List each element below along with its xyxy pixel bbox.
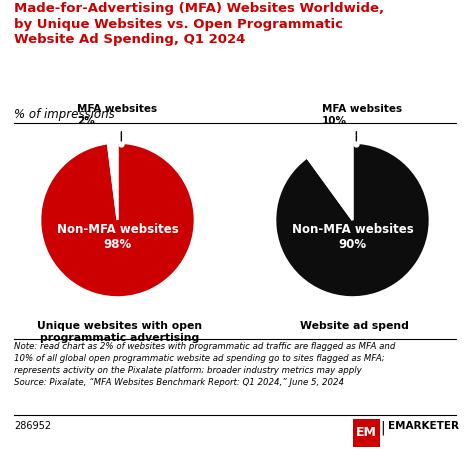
Text: EMARKETER: EMARKETER xyxy=(388,421,459,431)
Text: EM: EM xyxy=(356,427,376,439)
Wedge shape xyxy=(275,143,430,297)
Wedge shape xyxy=(108,143,118,220)
Text: Note: read chart as 2% of websites with programmatic ad traffic are flagged as M: Note: read chart as 2% of websites with … xyxy=(14,342,395,387)
Text: Non-MFA websites
90%: Non-MFA websites 90% xyxy=(291,223,414,251)
Text: MFA websites
10%: MFA websites 10% xyxy=(321,104,402,126)
Wedge shape xyxy=(307,143,352,220)
Text: 286952: 286952 xyxy=(14,421,51,431)
Text: |: | xyxy=(381,421,385,435)
Text: Made-for-Advertising (MFA) Websites Worldwide,
by Unique Websites vs. Open Progr: Made-for-Advertising (MFA) Websites Worl… xyxy=(14,2,384,46)
Text: Non-MFA websites
98%: Non-MFA websites 98% xyxy=(56,223,179,251)
Text: Unique websites with open
programmatic advertising: Unique websites with open programmatic a… xyxy=(37,321,203,343)
Text: MFA websites
2%: MFA websites 2% xyxy=(78,104,157,126)
Wedge shape xyxy=(40,143,195,297)
Text: % of impressions: % of impressions xyxy=(14,108,115,121)
Text: Website ad spend: Website ad spend xyxy=(300,321,409,331)
